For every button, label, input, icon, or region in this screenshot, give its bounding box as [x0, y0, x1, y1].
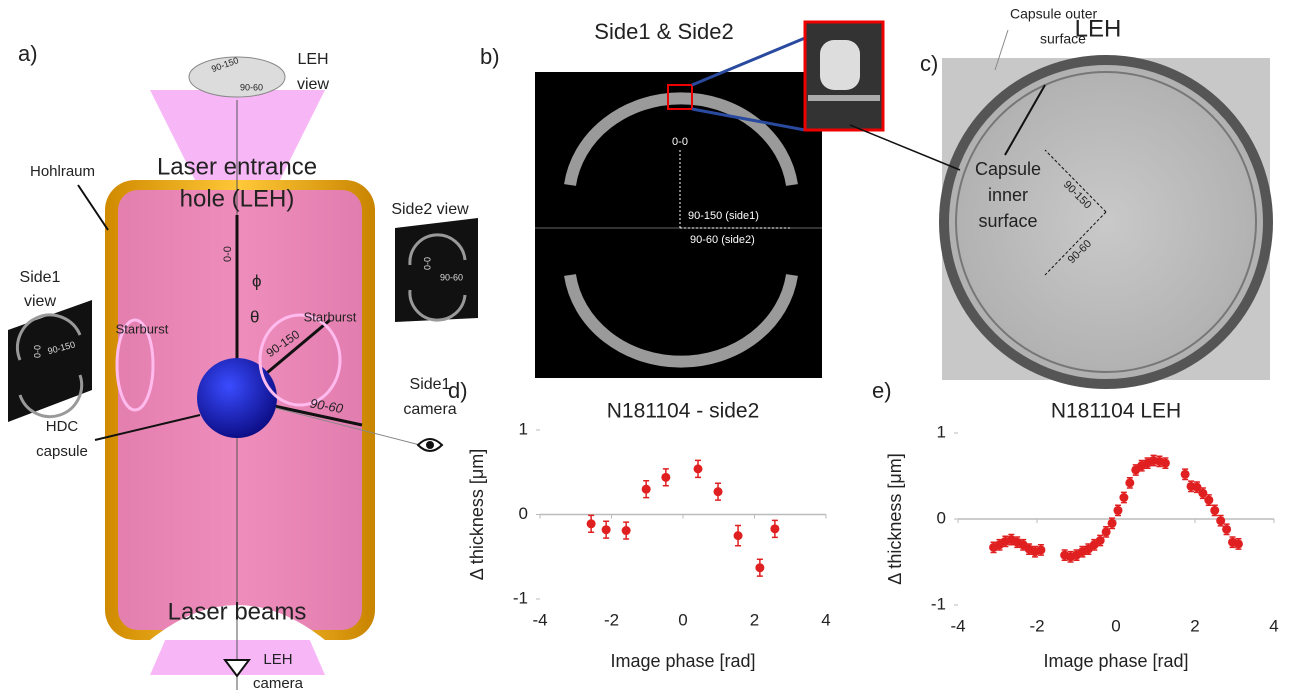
chart-title: N181104 LEH — [1051, 400, 1181, 423]
annotation: Hohlraum — [30, 163, 95, 180]
annotation: 90-60 — [240, 82, 263, 92]
x-axis-label: Image phase [rad] — [610, 651, 755, 671]
annotation: 0-0 — [422, 257, 432, 270]
y-tick-label: 0 — [519, 504, 528, 523]
data-point — [661, 473, 670, 482]
data-point — [587, 519, 596, 528]
y-tick-label: -1 — [931, 594, 946, 613]
panel-a-art — [8, 57, 478, 690]
x-tick-label: -2 — [1029, 616, 1044, 635]
annotation: Laser entrance — [157, 153, 317, 180]
y-tick-label: 0 — [937, 508, 946, 527]
data-point — [770, 524, 779, 533]
y-tick-label: 1 — [519, 419, 528, 438]
x-axis-label: Image phase [rad] — [1043, 651, 1188, 671]
annotation: ϕ — [252, 271, 262, 290]
panel-label: b) — [480, 44, 500, 69]
data-point — [1234, 539, 1243, 548]
annotation: inner — [988, 185, 1028, 205]
data-point — [755, 563, 764, 572]
annotation: surface — [1040, 31, 1086, 47]
x-tick-label: -4 — [532, 610, 547, 629]
y-axis-label: Δ thickness [μm] — [885, 453, 905, 584]
x-tick-label: 2 — [750, 610, 759, 629]
data-point — [714, 487, 723, 496]
annotation: Side1 — [410, 376, 451, 393]
annotation: camera — [403, 401, 456, 418]
x-tick-label: 2 — [1190, 616, 1199, 635]
x-tick-label: 4 — [821, 610, 830, 629]
annotation: view — [24, 293, 56, 310]
data-point — [1119, 493, 1128, 502]
panel-label: d) — [448, 378, 468, 403]
panel-label: e) — [872, 378, 892, 403]
annotation: 90-60 — [440, 272, 463, 282]
data-point — [622, 526, 631, 535]
panel-label: a) — [18, 41, 38, 66]
annotation: Side1 — [20, 269, 61, 286]
annotation: Starburst — [116, 321, 169, 336]
annotation: view — [297, 76, 329, 93]
x-tick-label: 4 — [1269, 616, 1278, 635]
data-point — [1181, 470, 1190, 479]
x-tick-label: 0 — [1111, 616, 1120, 635]
data-point — [1036, 545, 1045, 554]
y-tick-label: -1 — [513, 588, 528, 607]
annotation: LEH — [297, 51, 328, 68]
data-point — [1198, 489, 1207, 498]
annotation: capsule — [36, 443, 88, 460]
annotation: hole (LEH) — [180, 185, 295, 212]
annotation: 90-150 (side1) — [688, 210, 759, 222]
figure: a) 90-150 90-60 LEH view Hohlraum Laser … — [0, 0, 1292, 696]
data-point — [1108, 519, 1117, 528]
annotation: θ — [250, 307, 259, 326]
annotation: surface — [978, 211, 1037, 231]
panel-c-art — [850, 30, 1270, 384]
panel-b-art — [535, 22, 883, 378]
annotation: Capsule — [975, 159, 1041, 179]
annotation: 90-60 (side2) — [690, 234, 755, 246]
annotation: 0-0 — [222, 246, 234, 262]
x-tick-label: -4 — [950, 616, 965, 635]
x-tick-label: -2 — [604, 610, 619, 629]
data-point — [694, 464, 703, 473]
annotation: HDC — [46, 418, 79, 435]
annotation: Starburst — [304, 309, 357, 324]
y-tick-label: 1 — [937, 422, 946, 441]
annotation: 0-0 — [32, 345, 42, 358]
annotation: Capsule outer — [1010, 6, 1098, 22]
data-point — [1204, 496, 1213, 505]
data-point — [642, 485, 651, 494]
x-tick-label: 0 — [678, 610, 687, 629]
data-point — [1161, 459, 1170, 468]
data-point — [602, 525, 611, 534]
data-point — [1113, 506, 1122, 515]
data-point — [1125, 478, 1134, 487]
annotation: Laser beams — [168, 598, 307, 625]
data-point — [734, 531, 743, 540]
panel-label: c) — [920, 51, 938, 76]
y-axis-label: Δ thickness [μm] — [467, 449, 487, 580]
annotation: camera — [253, 675, 304, 692]
data-point — [1210, 506, 1219, 515]
annotation: Side2 view — [391, 201, 469, 218]
data-point — [1222, 525, 1231, 534]
panel-title: Side1 & Side2 — [594, 19, 733, 44]
annotation: 0-0 — [672, 136, 688, 148]
annotation: LEH — [263, 651, 292, 668]
chart-title: N181104 - side2 — [607, 400, 760, 423]
